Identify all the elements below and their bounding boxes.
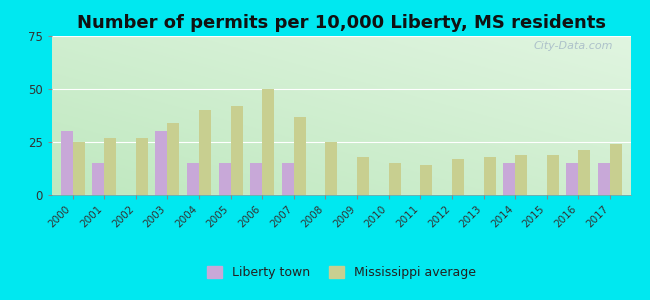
Bar: [104, 138, 116, 195]
Bar: [452, 159, 464, 195]
Bar: [262, 89, 274, 195]
Bar: [503, 163, 515, 195]
Bar: [294, 117, 306, 195]
Bar: [73, 142, 84, 195]
Bar: [218, 163, 231, 195]
Bar: [610, 144, 622, 195]
Bar: [515, 155, 527, 195]
Bar: [484, 157, 495, 195]
Bar: [231, 106, 242, 195]
Bar: [578, 151, 590, 195]
Bar: [250, 163, 262, 195]
Bar: [421, 165, 432, 195]
Bar: [547, 155, 559, 195]
Bar: [598, 163, 610, 195]
Bar: [389, 163, 400, 195]
Bar: [92, 163, 104, 195]
Bar: [155, 131, 168, 195]
Bar: [357, 157, 369, 195]
Bar: [199, 110, 211, 195]
Bar: [326, 142, 337, 195]
Bar: [187, 163, 199, 195]
Bar: [60, 131, 73, 195]
Bar: [282, 163, 294, 195]
Bar: [136, 138, 148, 195]
Bar: [566, 163, 578, 195]
Title: Number of permits per 10,000 Liberty, MS residents: Number of permits per 10,000 Liberty, MS…: [77, 14, 606, 32]
Text: City-Data.com: City-Data.com: [534, 41, 613, 51]
Legend: Liberty town, Mississippi average: Liberty town, Mississippi average: [202, 260, 481, 284]
Bar: [168, 123, 179, 195]
